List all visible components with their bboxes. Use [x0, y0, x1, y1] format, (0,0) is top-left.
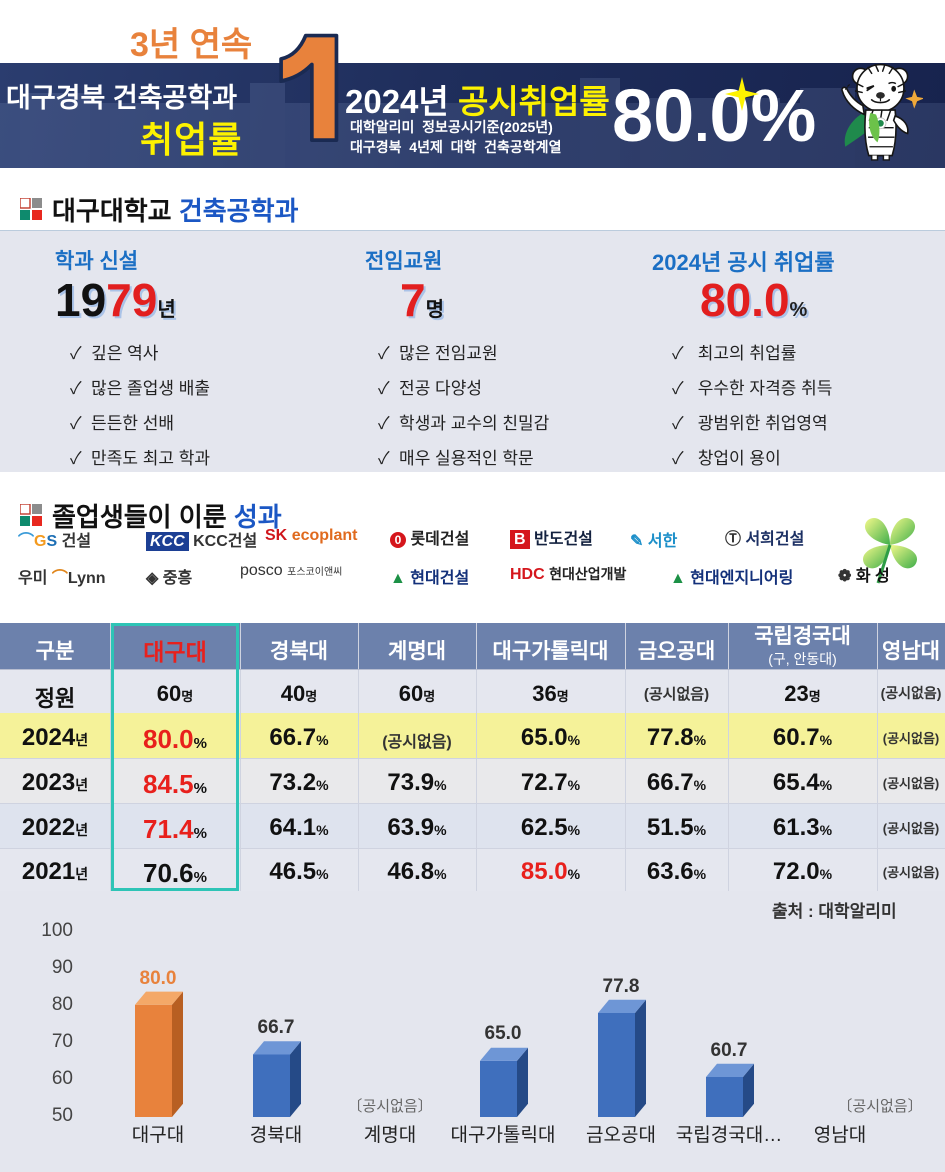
svg-text:금오공대: 금오공대: [586, 1124, 656, 1146]
svg-text:〔공시없음〕: 〔공시없음〕: [347, 1098, 432, 1115]
svg-text:66.7: 66.7: [258, 1017, 295, 1038]
svg-text:60.7: 60.7: [711, 1040, 748, 1061]
svg-text:대구가톨릭대: 대구가톨릭대: [451, 1124, 556, 1146]
svg-text:경북대: 경북대: [250, 1124, 302, 1146]
svg-text:65.0: 65.0: [485, 1023, 522, 1044]
svg-text:50: 50: [52, 1105, 73, 1126]
svg-text:80: 80: [52, 994, 73, 1015]
svg-text:77.8: 77.8: [603, 976, 640, 997]
svg-text:영남대: 영남대: [814, 1124, 866, 1146]
svg-text:80.0: 80.0: [140, 968, 177, 989]
svg-text:60: 60: [52, 1068, 73, 1089]
svg-text:90: 90: [52, 957, 73, 978]
svg-text:100: 100: [41, 920, 73, 941]
svg-text:〔공시없음〕: 〔공시없음〕: [837, 1098, 922, 1115]
svg-text:대구대: 대구대: [132, 1124, 184, 1146]
svg-text:계명대: 계명대: [364, 1124, 416, 1146]
svg-text:국립경국대…: 국립경국대…: [676, 1124, 782, 1146]
svg-text:70: 70: [52, 1031, 73, 1052]
